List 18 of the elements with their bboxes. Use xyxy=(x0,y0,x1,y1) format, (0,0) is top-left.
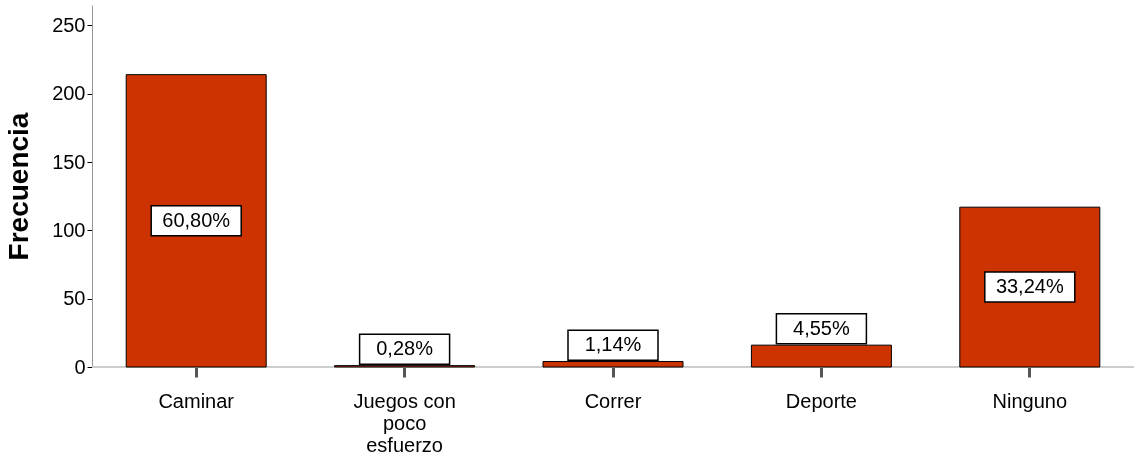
x-tick-label: Ninguno xyxy=(992,389,1068,412)
x-tick-label: Juegos con poco esfuerzo xyxy=(353,389,456,456)
annotation: 0,28% xyxy=(376,337,434,360)
y-tick-label: 0 xyxy=(74,355,86,378)
y-tick-label: 100 xyxy=(52,218,86,241)
y-tick-label: 200 xyxy=(52,82,86,105)
y-tick-label: 150 xyxy=(52,150,86,173)
x-tick-label: Correr xyxy=(584,389,642,412)
y-axis-title: Frecuencia xyxy=(3,112,35,261)
annotation: 33,24% xyxy=(995,275,1064,298)
annotation: 60,80% xyxy=(162,208,231,231)
bar xyxy=(125,74,267,368)
annotation: 4,55% xyxy=(793,316,850,339)
annotation: 1,14% xyxy=(584,333,642,356)
y-tick-label: 50 xyxy=(63,287,86,310)
x-tick-label: Caminar xyxy=(158,389,235,412)
x-tick-label: Deporte xyxy=(785,389,857,412)
y-tick-label: 250 xyxy=(52,13,86,36)
